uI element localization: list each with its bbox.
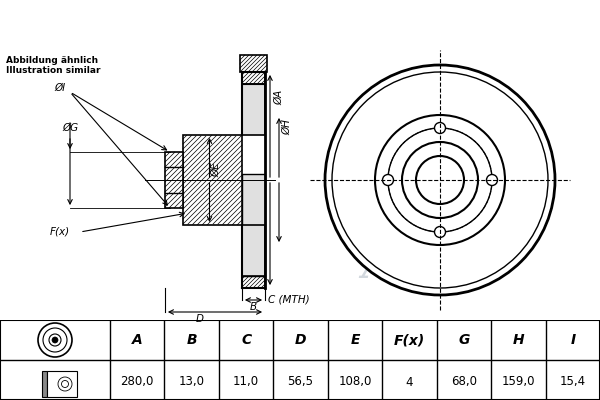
Text: ØH: ØH [282, 119, 292, 135]
Text: F(x): F(x) [50, 227, 70, 237]
Text: 68,0: 68,0 [451, 376, 477, 388]
Bar [242, 72, 265, 84]
Text: 4: 4 [406, 376, 413, 388]
Circle shape [52, 337, 58, 343]
Text: 15,4: 15,4 [560, 376, 586, 388]
Bar [42, 371, 47, 397]
Circle shape [434, 122, 445, 134]
Text: 280,0: 280,0 [121, 376, 154, 388]
Text: 11,0: 11,0 [233, 376, 259, 388]
Bar [47, 371, 77, 397]
Text: ØA: ØA [274, 89, 284, 105]
Circle shape [325, 65, 555, 295]
Text: Illustration similar: Illustration similar [6, 66, 101, 75]
Text: A: A [132, 333, 143, 347]
Text: ØG: ØG [62, 123, 78, 133]
Text: B: B [187, 333, 197, 347]
Text: ØI: ØI [55, 83, 65, 93]
Text: ®: ® [420, 264, 433, 276]
Text: F(x): F(x) [394, 333, 425, 347]
Text: I: I [570, 333, 575, 347]
Bar [242, 225, 265, 276]
Text: C: C [241, 333, 251, 347]
Text: Ate: Ate [361, 244, 439, 286]
Text: ØE: ØE [212, 163, 221, 177]
Bar [183, 135, 242, 225]
Text: H: H [512, 333, 524, 347]
Bar [165, 152, 183, 208]
Bar [242, 174, 265, 276]
Circle shape [434, 226, 445, 238]
Text: Abbildung ähnlich: Abbildung ähnlich [6, 56, 98, 65]
Circle shape [416, 156, 464, 204]
Bar [242, 84, 265, 135]
Circle shape [487, 174, 497, 186]
Text: 413179: 413179 [388, 15, 476, 35]
Text: 13,0: 13,0 [179, 376, 205, 388]
Text: C (MTH): C (MTH) [268, 295, 310, 305]
Text: 108,0: 108,0 [338, 376, 371, 388]
Text: G: G [458, 333, 470, 347]
Text: D: D [196, 314, 204, 324]
Text: B: B [250, 302, 257, 312]
Bar [242, 276, 265, 288]
Text: E: E [350, 333, 360, 347]
Text: D: D [295, 333, 307, 347]
Text: 159,0: 159,0 [502, 376, 535, 388]
Bar [240, 55, 267, 72]
Circle shape [383, 174, 394, 186]
Text: 24.0113-0179.1: 24.0113-0179.1 [136, 15, 320, 35]
Text: 56,5: 56,5 [287, 376, 314, 388]
